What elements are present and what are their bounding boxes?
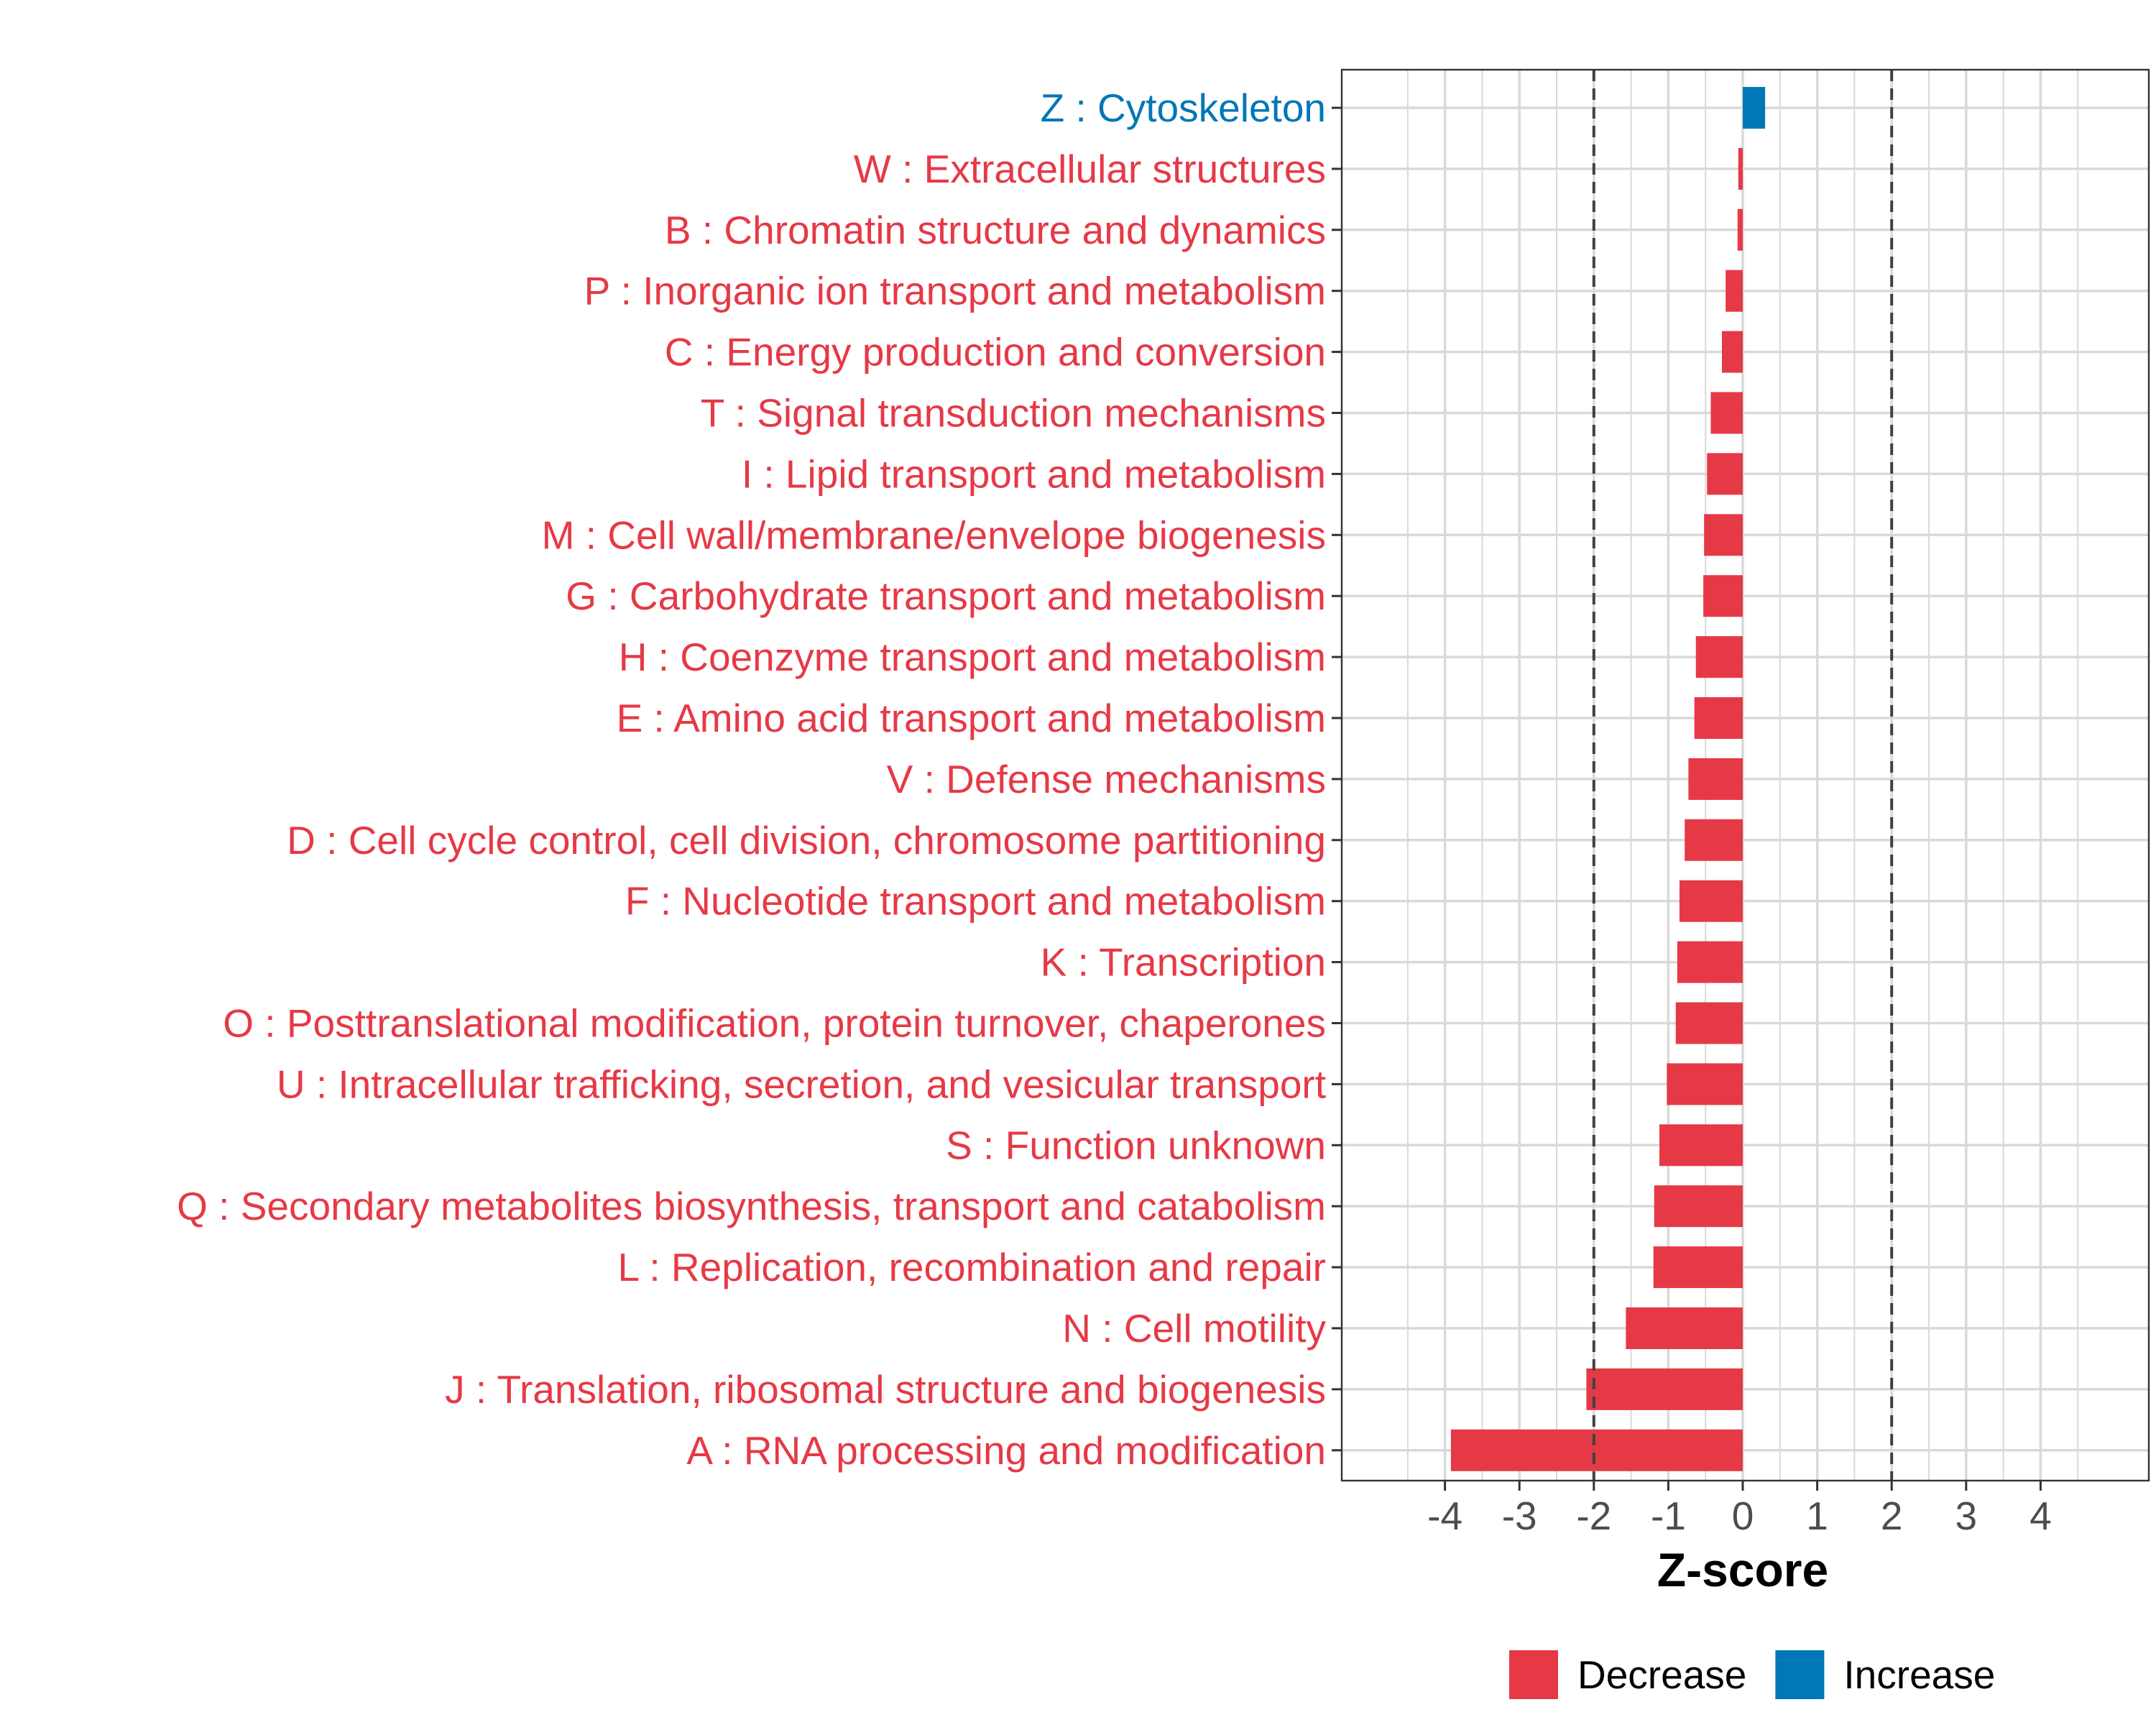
bar [1704,514,1743,556]
y-tick-label: S : Function unknown [946,1123,1326,1167]
y-tick-label: T : Signal transduction mechanisms [701,391,1326,436]
x-axis-title: Z-score [1657,1543,1828,1596]
bar [1653,1246,1743,1289]
bar [1626,1307,1743,1349]
x-tick-label: -3 [1502,1494,1537,1538]
bar [1677,941,1743,983]
y-tick-label: G : Carbohydrate transport and metabolis… [566,574,1326,618]
legend: Decrease Increase [1509,1650,1995,1699]
bar [1737,208,1743,251]
bar [1703,575,1743,617]
legend-swatch [1775,1650,1825,1699]
y-tick-label: W : Extracellular structures [854,147,1326,191]
bar [1667,1063,1743,1105]
bar [1695,636,1743,678]
y-tick-label: K : Transcription [1041,940,1326,985]
y-tick-label: B : Chromatin structure and dynamics [665,208,1326,252]
x-tick-label: -2 [1576,1494,1611,1538]
bar [1659,1124,1743,1167]
x-tick-label: -1 [1651,1494,1686,1538]
x-tick-label: 2 [1881,1494,1903,1538]
y-tick-label: F : Nucleotide transport and metabolism [625,879,1326,924]
y-tick-label: H : Coenzyme transport and metabolism [619,635,1326,679]
bar [1679,880,1743,922]
bar [1688,758,1743,800]
x-tick-label: -4 [1427,1494,1462,1538]
y-tick-label: P : Inorganic ion transport and metaboli… [584,269,1326,313]
bar [1726,270,1743,312]
reference-lines [1592,70,1894,1481]
bar [1675,1002,1743,1044]
legend-label: Increase [1843,1652,1995,1697]
y-tick-label: E : Amino acid transport and metabolism [617,696,1326,740]
y-tick-label: Q : Secondary metabolites biosynthesis, … [177,1184,1326,1228]
bar [1654,1185,1743,1228]
bar [1710,392,1743,434]
y-tick-label: N : Cell motility [1062,1306,1326,1351]
x-tick-label: 1 [1806,1494,1828,1538]
y-tick-label: D : Cell cycle control, cell division, c… [287,818,1326,862]
x-tick-label: 3 [1955,1494,1978,1538]
y-tick-label: U : Intracellular trafficking, secretion… [277,1062,1326,1106]
y-tick-label: L : Replication, recombination and repai… [618,1245,1326,1289]
x-tick-label: 4 [2030,1494,2052,1538]
legend-swatch [1509,1650,1558,1699]
x-tick-label: 0 [1732,1494,1754,1538]
y-tick-label: O : Posttranslational modification, prot… [223,1001,1326,1046]
bar [1743,87,1766,129]
y-tick-label: Z : Cytoskeleton [1041,86,1326,130]
y-tick-label: V : Defense mechanisms [887,757,1326,801]
panel-border [1340,68,2150,1482]
bar [1450,1429,1743,1471]
legend-label: Decrease [1577,1652,1746,1697]
y-tick-label: C : Energy production and conversion [665,330,1326,374]
bar [1738,147,1743,190]
y-tick-label: I : Lipid transport and metabolism [742,451,1326,496]
y-tick-label: M : Cell wall/membrane/envelope biogenes… [542,512,1326,557]
bar [1694,697,1743,739]
bar [1586,1368,1743,1410]
bar [1707,453,1743,495]
x-axis: -4 -3 -2 -1 0 1 2 3 4 [1427,1481,2052,1538]
y-tick-label: A : RNA processing and modification [686,1428,1326,1473]
bar [1721,331,1743,373]
y-axis: Z : Cytoskeleton W : Extracellular struct… [177,86,1342,1473]
y-tick-label: J : Translation, ribosomal structure and… [445,1367,1326,1412]
bar [1685,819,1743,861]
bars [1450,87,1766,1471]
